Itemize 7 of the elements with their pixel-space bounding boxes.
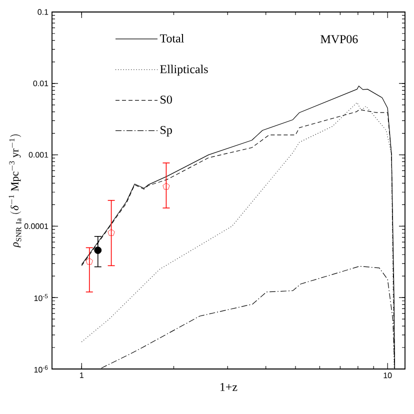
legend-label: Total [160,34,184,42]
legend-label: Sp [160,126,172,136]
legend-label: S0 [160,96,172,104]
legend-label: Ellipticals [160,64,208,76]
x-axis-title: 1+z [220,383,238,391]
y-axis-title: $\rho_{\mathrm{SNR\ Ia}}\ (\delta^{-1}\ \mathrm{Mpc}^{-3}\ \mathrm{yr}^{-1})$ [8,134,22,248]
annotation: MVP06 [320,35,358,44]
